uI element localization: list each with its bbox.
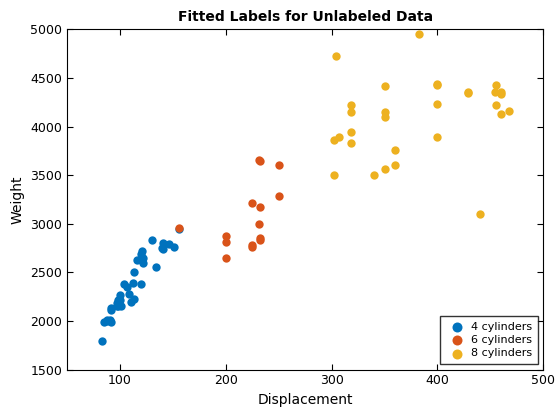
8 cylinders xyxy=(346,109,355,116)
4 cylinders xyxy=(97,338,106,344)
X-axis label: Displacement: Displacement xyxy=(258,393,353,407)
6 cylinders xyxy=(248,200,257,207)
4 cylinders xyxy=(158,244,167,251)
8 cylinders xyxy=(370,172,379,178)
6 cylinders xyxy=(221,233,230,239)
8 cylinders xyxy=(346,129,355,135)
6 cylinders xyxy=(274,162,283,169)
6 cylinders xyxy=(255,236,264,243)
6 cylinders xyxy=(254,156,263,163)
4 cylinders xyxy=(129,269,138,276)
8 cylinders xyxy=(475,211,484,218)
6 cylinders xyxy=(255,157,264,164)
4 cylinders xyxy=(115,297,124,304)
4 cylinders xyxy=(120,281,129,287)
4 cylinders xyxy=(164,241,173,247)
4 cylinders xyxy=(114,296,123,303)
4 cylinders xyxy=(138,248,147,255)
8 cylinders xyxy=(433,134,442,141)
4 cylinders xyxy=(113,299,122,306)
4 cylinders xyxy=(147,237,156,244)
4 cylinders xyxy=(106,307,115,314)
8 cylinders xyxy=(391,147,400,153)
4 cylinders xyxy=(139,255,148,261)
4 cylinders xyxy=(152,263,161,270)
8 cylinders xyxy=(496,89,505,96)
4 cylinders xyxy=(137,281,146,287)
4 cylinders xyxy=(133,257,142,264)
8 cylinders xyxy=(464,90,473,97)
Title: Fitted Labels for Unlabeled Data: Fitted Labels for Unlabeled Data xyxy=(178,10,433,24)
8 cylinders xyxy=(334,134,343,141)
8 cylinders xyxy=(380,109,389,116)
6 cylinders xyxy=(248,242,257,249)
4 cylinders xyxy=(126,298,135,305)
8 cylinders xyxy=(380,113,389,120)
8 cylinders xyxy=(490,89,499,96)
8 cylinders xyxy=(380,83,389,89)
4 cylinders xyxy=(139,260,148,267)
8 cylinders xyxy=(433,100,442,107)
8 cylinders xyxy=(346,140,355,147)
6 cylinders xyxy=(175,224,184,231)
8 cylinders xyxy=(433,81,442,87)
4 cylinders xyxy=(175,225,184,232)
8 cylinders xyxy=(496,110,505,117)
8 cylinders xyxy=(346,102,355,109)
8 cylinders xyxy=(380,165,389,172)
4 cylinders xyxy=(159,245,168,252)
8 cylinders xyxy=(464,89,473,96)
4 cylinders xyxy=(128,279,137,286)
6 cylinders xyxy=(248,243,257,250)
4 cylinders xyxy=(124,291,133,298)
8 cylinders xyxy=(391,162,400,168)
4 cylinders xyxy=(116,303,125,310)
4 cylinders xyxy=(103,318,112,324)
4 cylinders xyxy=(123,284,132,290)
4 cylinders xyxy=(106,319,115,326)
4 cylinders xyxy=(159,240,168,247)
8 cylinders xyxy=(332,52,340,59)
6 cylinders xyxy=(221,239,230,246)
8 cylinders xyxy=(329,137,338,144)
8 cylinders xyxy=(505,108,514,114)
6 cylinders xyxy=(255,204,264,211)
4 cylinders xyxy=(106,305,115,312)
8 cylinders xyxy=(329,172,338,178)
4 cylinders xyxy=(170,244,179,250)
4 cylinders xyxy=(115,292,124,299)
8 cylinders xyxy=(415,30,424,37)
8 cylinders xyxy=(491,82,500,89)
4 cylinders xyxy=(105,316,114,323)
6 cylinders xyxy=(255,234,264,241)
4 cylinders xyxy=(100,319,109,326)
6 cylinders xyxy=(254,220,263,227)
Legend: 4 cylinders, 6 cylinders, 8 cylinders: 4 cylinders, 6 cylinders, 8 cylinders xyxy=(440,316,538,364)
6 cylinders xyxy=(274,193,283,199)
4 cylinders xyxy=(113,302,122,309)
Y-axis label: Weight: Weight xyxy=(11,175,25,224)
8 cylinders xyxy=(496,90,505,97)
4 cylinders xyxy=(114,302,123,309)
8 cylinders xyxy=(491,102,500,109)
4 cylinders xyxy=(129,296,138,302)
4 cylinders xyxy=(137,251,146,257)
4 cylinders xyxy=(103,317,112,323)
6 cylinders xyxy=(221,255,230,261)
8 cylinders xyxy=(433,82,442,89)
